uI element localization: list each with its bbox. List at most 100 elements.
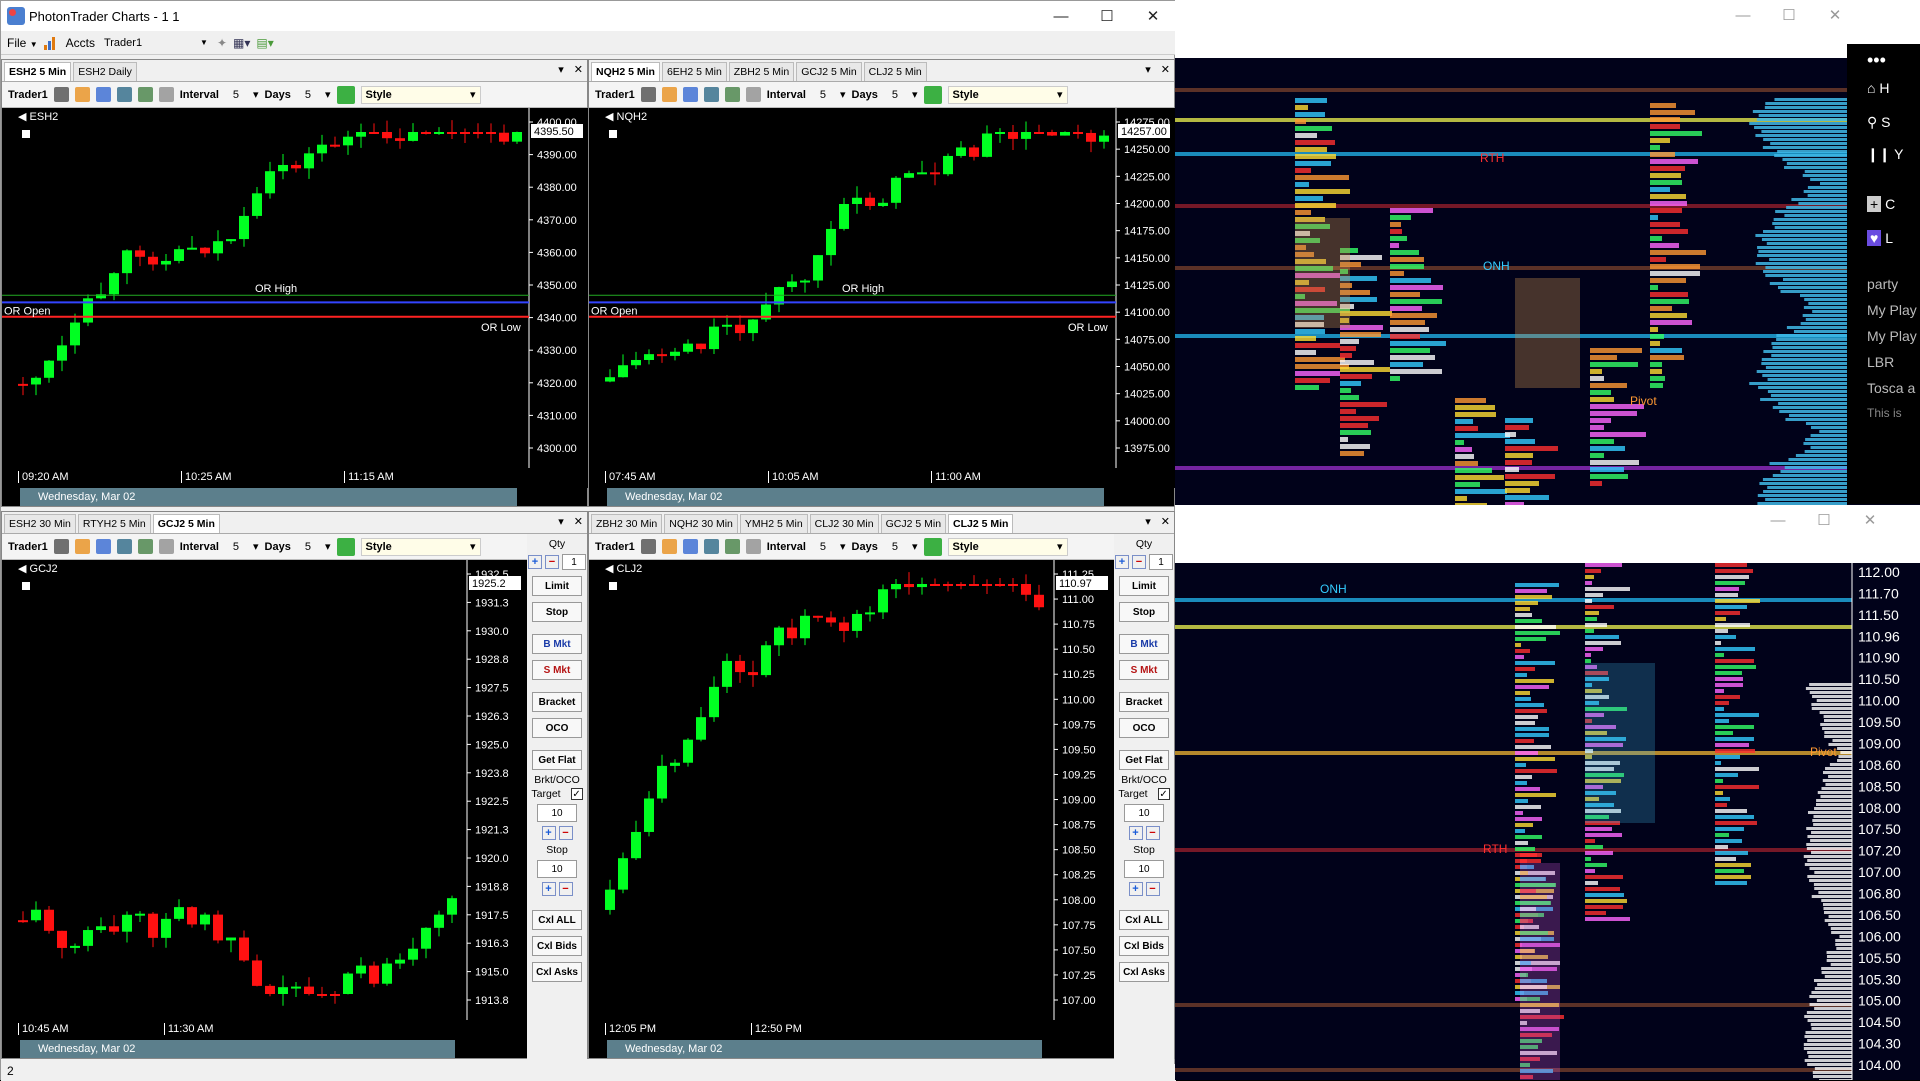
chart-tab[interactable]: ZBH2 5 Min bbox=[728, 62, 795, 81]
chart-tab[interactable]: ESH2 Daily bbox=[73, 62, 137, 81]
chart-tab[interactable]: ESH2 30 Min bbox=[4, 514, 76, 533]
get-flat-button[interactable]: Get Flat bbox=[1119, 750, 1169, 770]
indicator-icon[interactable] bbox=[158, 87, 174, 102]
stop-input[interactable]: 10 bbox=[537, 860, 577, 878]
zoom-icon[interactable] bbox=[116, 87, 132, 102]
price-chart[interactable]: 14275.00 14250.00 14225.00 14200.00 14175.00… bbox=[589, 108, 1176, 468]
interval-select[interactable]: Interval 5 ▾ bbox=[180, 540, 259, 554]
zoom-icon[interactable] bbox=[703, 539, 719, 554]
days-select[interactable]: Days 5 ▾ bbox=[852, 88, 918, 102]
tab-close-icon[interactable]: ✕ bbox=[573, 64, 583, 76]
days-select[interactable]: Days 5 ▾ bbox=[265, 540, 331, 554]
chart-marker-icon[interactable] bbox=[609, 130, 617, 138]
cxl-bids-button[interactable]: Cxl Bids bbox=[1119, 936, 1169, 956]
playlist-item[interactable]: LBR bbox=[1867, 354, 1895, 370]
days-select[interactable]: Days 5 ▾ bbox=[852, 540, 918, 554]
crosshair-icon[interactable] bbox=[53, 539, 69, 554]
oco-button[interactable]: OCO bbox=[532, 718, 582, 738]
playlist-item[interactable]: My Play bbox=[1867, 328, 1917, 344]
bar-chart-icon[interactable] bbox=[74, 539, 90, 554]
tab-dropdown-icon[interactable]: ▾ bbox=[1145, 516, 1151, 528]
grid-layout-icon[interactable]: ▦▾ bbox=[233, 35, 251, 50]
tab-close-icon[interactable]: ✕ bbox=[1160, 64, 1170, 76]
playlist-item[interactable]: Tosca a bbox=[1867, 380, 1916, 396]
zoom-icon[interactable] bbox=[116, 539, 132, 554]
crosshair-icon[interactable] bbox=[640, 87, 656, 102]
draw-tool-icon[interactable] bbox=[95, 539, 111, 554]
maximize-icon[interactable]: ☐ bbox=[1100, 8, 1114, 25]
style-select[interactable]: Style ▾ bbox=[947, 85, 1068, 104]
menu-accts[interactable]: Accts bbox=[65, 35, 95, 50]
qty-plus-button[interactable]: + bbox=[1115, 555, 1129, 569]
price-chart[interactable]: 4400.00 4390.00 4380.00 4370.00 4360.00 4350.… bbox=[2, 108, 589, 468]
magic-wand-icon[interactable]: ✦ bbox=[216, 35, 228, 50]
bracket-button[interactable]: Bracket bbox=[1119, 692, 1169, 712]
profile-top-maximize-icon[interactable]: ☐ bbox=[1782, 7, 1796, 24]
stop-minus-button[interactable]: − bbox=[558, 882, 573, 896]
collapse-icon[interactable]: ◀ bbox=[605, 563, 617, 575]
toolbar-account[interactable]: Trader1 bbox=[8, 540, 48, 553]
toolbar-account[interactable]: Trader1 bbox=[595, 88, 635, 101]
qty-input[interactable]: 1 bbox=[1149, 554, 1173, 570]
chart-tab[interactable]: GCJ2 5 Min bbox=[796, 62, 862, 81]
profile-top-minimize-icon[interactable]: — bbox=[1735, 6, 1751, 24]
chart-marker-icon[interactable] bbox=[22, 582, 30, 590]
stop-button[interactable]: Stop bbox=[532, 602, 582, 622]
draw-tool-icon[interactable] bbox=[682, 87, 698, 102]
chart-tab[interactable]: ESH2 5 Min bbox=[4, 62, 72, 81]
menu-file[interactable]: File ▼ bbox=[7, 35, 38, 50]
more-options-icon[interactable]: ••• bbox=[1867, 50, 1886, 70]
stop-plus-button[interactable]: + bbox=[1128, 882, 1143, 896]
export-icon[interactable] bbox=[137, 87, 153, 102]
price-chart[interactable]: 111.25 111.00 110.75 110.50 110.25 110.00 109.… bbox=[589, 560, 1114, 1020]
interval-select[interactable]: Interval 5 ▾ bbox=[180, 88, 259, 102]
price-chart[interactable]: 1932.5 1931.3 1930.0 1928.8 1927.5 1926.3 1925… bbox=[2, 560, 527, 1020]
refresh-icon[interactable] bbox=[336, 537, 355, 556]
chart-tab[interactable]: 6EH2 5 Min bbox=[661, 62, 727, 81]
chart-tab[interactable]: NQH2 5 Min bbox=[591, 62, 660, 81]
home-item[interactable]: ⌂ H bbox=[1867, 80, 1889, 96]
profile-bottom-close-icon[interactable]: ✕ bbox=[1863, 512, 1877, 529]
indicator-icon[interactable] bbox=[158, 539, 174, 554]
tab-close-icon[interactable]: ✕ bbox=[1160, 516, 1170, 528]
target-minus-button[interactable]: − bbox=[558, 826, 573, 840]
chart-tab[interactable]: CLJ2 5 Min bbox=[948, 514, 1014, 533]
toolbar-account[interactable]: Trader1 bbox=[8, 88, 48, 101]
draw-tool-icon[interactable] bbox=[95, 87, 111, 102]
bar-chart-icon[interactable] bbox=[74, 87, 90, 102]
chart-tab[interactable]: RTYH2 5 Min bbox=[77, 514, 151, 533]
profile-top-close-icon[interactable]: ✕ bbox=[1828, 7, 1842, 24]
bar-chart-icon[interactable] bbox=[661, 87, 677, 102]
stop-input[interactable]: 10 bbox=[1124, 860, 1164, 878]
stop-plus-button[interactable]: + bbox=[541, 882, 556, 896]
stop-button[interactable]: Stop bbox=[1119, 602, 1169, 622]
style-select[interactable]: Style ▾ bbox=[947, 537, 1068, 556]
cxl-asks-button[interactable]: Cxl Asks bbox=[1119, 962, 1169, 982]
refresh-icon[interactable] bbox=[923, 85, 942, 104]
indicator-icon[interactable] bbox=[745, 87, 761, 102]
date-scrollbar[interactable]: Wednesday, Mar 02 bbox=[20, 488, 517, 506]
chart-tab[interactable]: CLJ2 5 Min bbox=[863, 62, 927, 81]
minimize-icon[interactable]: — bbox=[1053, 7, 1069, 25]
target-checkbox[interactable]: ✓ bbox=[570, 788, 583, 800]
limit-button[interactable]: Limit bbox=[1119, 576, 1169, 596]
chart-tab[interactable]: NQH2 30 Min bbox=[664, 514, 738, 533]
collapse-icon[interactable]: ◀ bbox=[18, 563, 30, 575]
chart-tab[interactable]: ZBH2 30 Min bbox=[591, 514, 663, 533]
qty-minus-button[interactable]: − bbox=[1132, 555, 1146, 569]
date-scrollbar[interactable]: Wednesday, Mar 02 bbox=[20, 1040, 455, 1058]
playlist-item[interactable]: My Play bbox=[1867, 302, 1917, 318]
s-mkt-button[interactable]: S Mkt bbox=[1119, 660, 1169, 680]
playlist-item[interactable]: party bbox=[1867, 276, 1899, 292]
bracket-button[interactable]: Bracket bbox=[532, 692, 582, 712]
liked-songs-item[interactable]: ♥ L bbox=[1867, 230, 1893, 246]
playlist-item[interactable]: This is bbox=[1867, 406, 1902, 420]
bar-chart-icon[interactable] bbox=[661, 539, 677, 554]
cxl-asks-button[interactable]: Cxl Asks bbox=[532, 962, 582, 982]
chart-marker-icon[interactable] bbox=[22, 130, 30, 138]
chart-tab[interactable]: GCJ2 5 Min bbox=[880, 514, 947, 533]
date-scrollbar[interactable]: Wednesday, Mar 02 bbox=[607, 488, 1104, 506]
qty-plus-button[interactable]: + bbox=[528, 555, 542, 569]
target-input[interactable]: 10 bbox=[1124, 804, 1164, 822]
qty-input[interactable]: 1 bbox=[562, 554, 586, 570]
